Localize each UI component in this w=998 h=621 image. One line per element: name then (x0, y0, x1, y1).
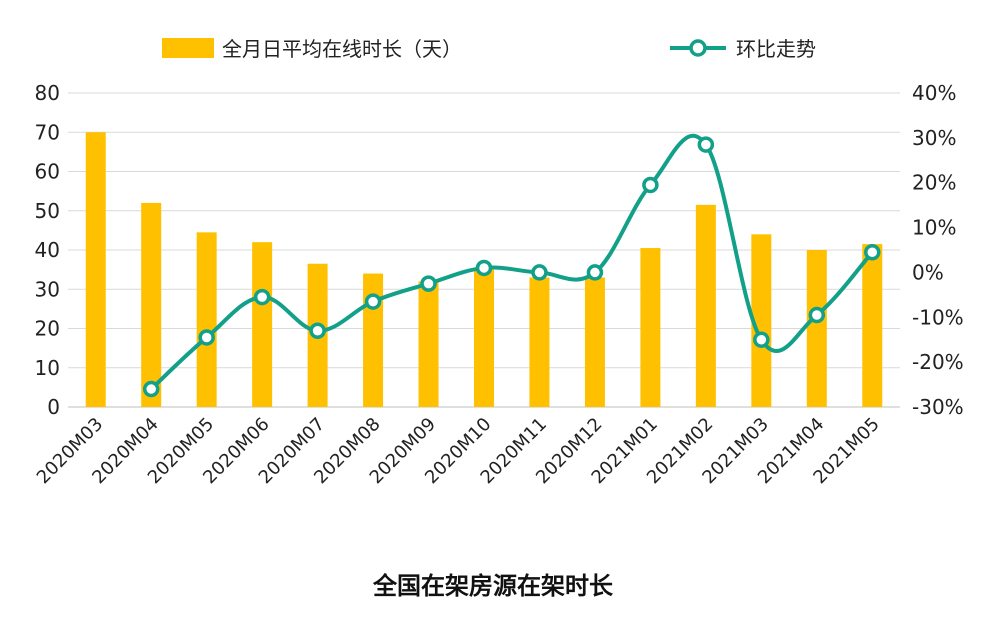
bar-series (85, 132, 883, 407)
right-y-axis: -30% -20% -10% 0% 10% 20% 30% 40% (912, 81, 964, 419)
x-axis: 2020M032020M042020M052020M062020M072020M… (33, 414, 884, 488)
left-y-axis: 0 10 20 30 40 50 60 70 80 (35, 81, 60, 419)
left-y-tick-label: 0 (47, 395, 60, 419)
right-y-tick-label: 0% (912, 260, 944, 284)
bar (584, 277, 605, 407)
trend-point (642, 176, 659, 194)
trend-point (364, 293, 382, 310)
legend-line-marker (689, 39, 707, 57)
right-y-tick-label: -20% (912, 350, 964, 374)
right-y-tick-label: -30% (912, 395, 964, 419)
legend-bar-swatch (162, 38, 214, 58)
trend-point (697, 136, 715, 153)
trend-point (198, 329, 215, 346)
right-y-tick-label: 30% (912, 126, 956, 150)
bar (695, 204, 716, 407)
trend-point (475, 259, 493, 277)
trend-point (309, 322, 326, 339)
legend-bar-label: 全月日平均在线时长（天） (222, 37, 462, 61)
left-y-tick-label: 10 (35, 356, 60, 380)
bar (474, 269, 494, 407)
bar (196, 232, 217, 407)
trend-point (586, 264, 604, 281)
left-y-tick-label: 60 (35, 160, 60, 184)
bar (751, 234, 772, 407)
left-y-tick-label: 70 (35, 120, 60, 144)
left-y-tick-label: 20 (35, 317, 60, 341)
right-y-tick-label: -10% (912, 305, 964, 329)
bar (85, 132, 106, 407)
trend-point (864, 243, 881, 261)
right-y-tick-label: 20% (912, 171, 956, 195)
left-y-tick-label: 80 (35, 81, 60, 105)
trend-point (253, 288, 271, 306)
bar (252, 242, 273, 407)
trend-point (142, 380, 160, 398)
bar (529, 277, 550, 407)
left-y-tick-label: 30 (35, 277, 60, 301)
bar (806, 250, 827, 407)
line-series (142, 134, 881, 398)
left-y-tick-label: 40 (35, 238, 60, 262)
left-y-tick-label: 50 (35, 199, 60, 223)
legend: 全月日平均在线时长（天） 环比走势 (162, 37, 816, 61)
legend-line-label: 环比走势 (736, 37, 816, 61)
trend-point (420, 275, 437, 292)
trend-point (531, 264, 548, 281)
trend-point (753, 331, 770, 348)
bar (141, 202, 162, 407)
bar (418, 281, 439, 407)
chart-title: 全国在架房源在架时长 (372, 572, 614, 600)
trend-point (808, 306, 826, 324)
bar (862, 244, 883, 407)
right-y-tick-label: 10% (912, 216, 956, 240)
bar (640, 248, 661, 407)
right-y-tick-label: 40% (912, 81, 956, 105)
